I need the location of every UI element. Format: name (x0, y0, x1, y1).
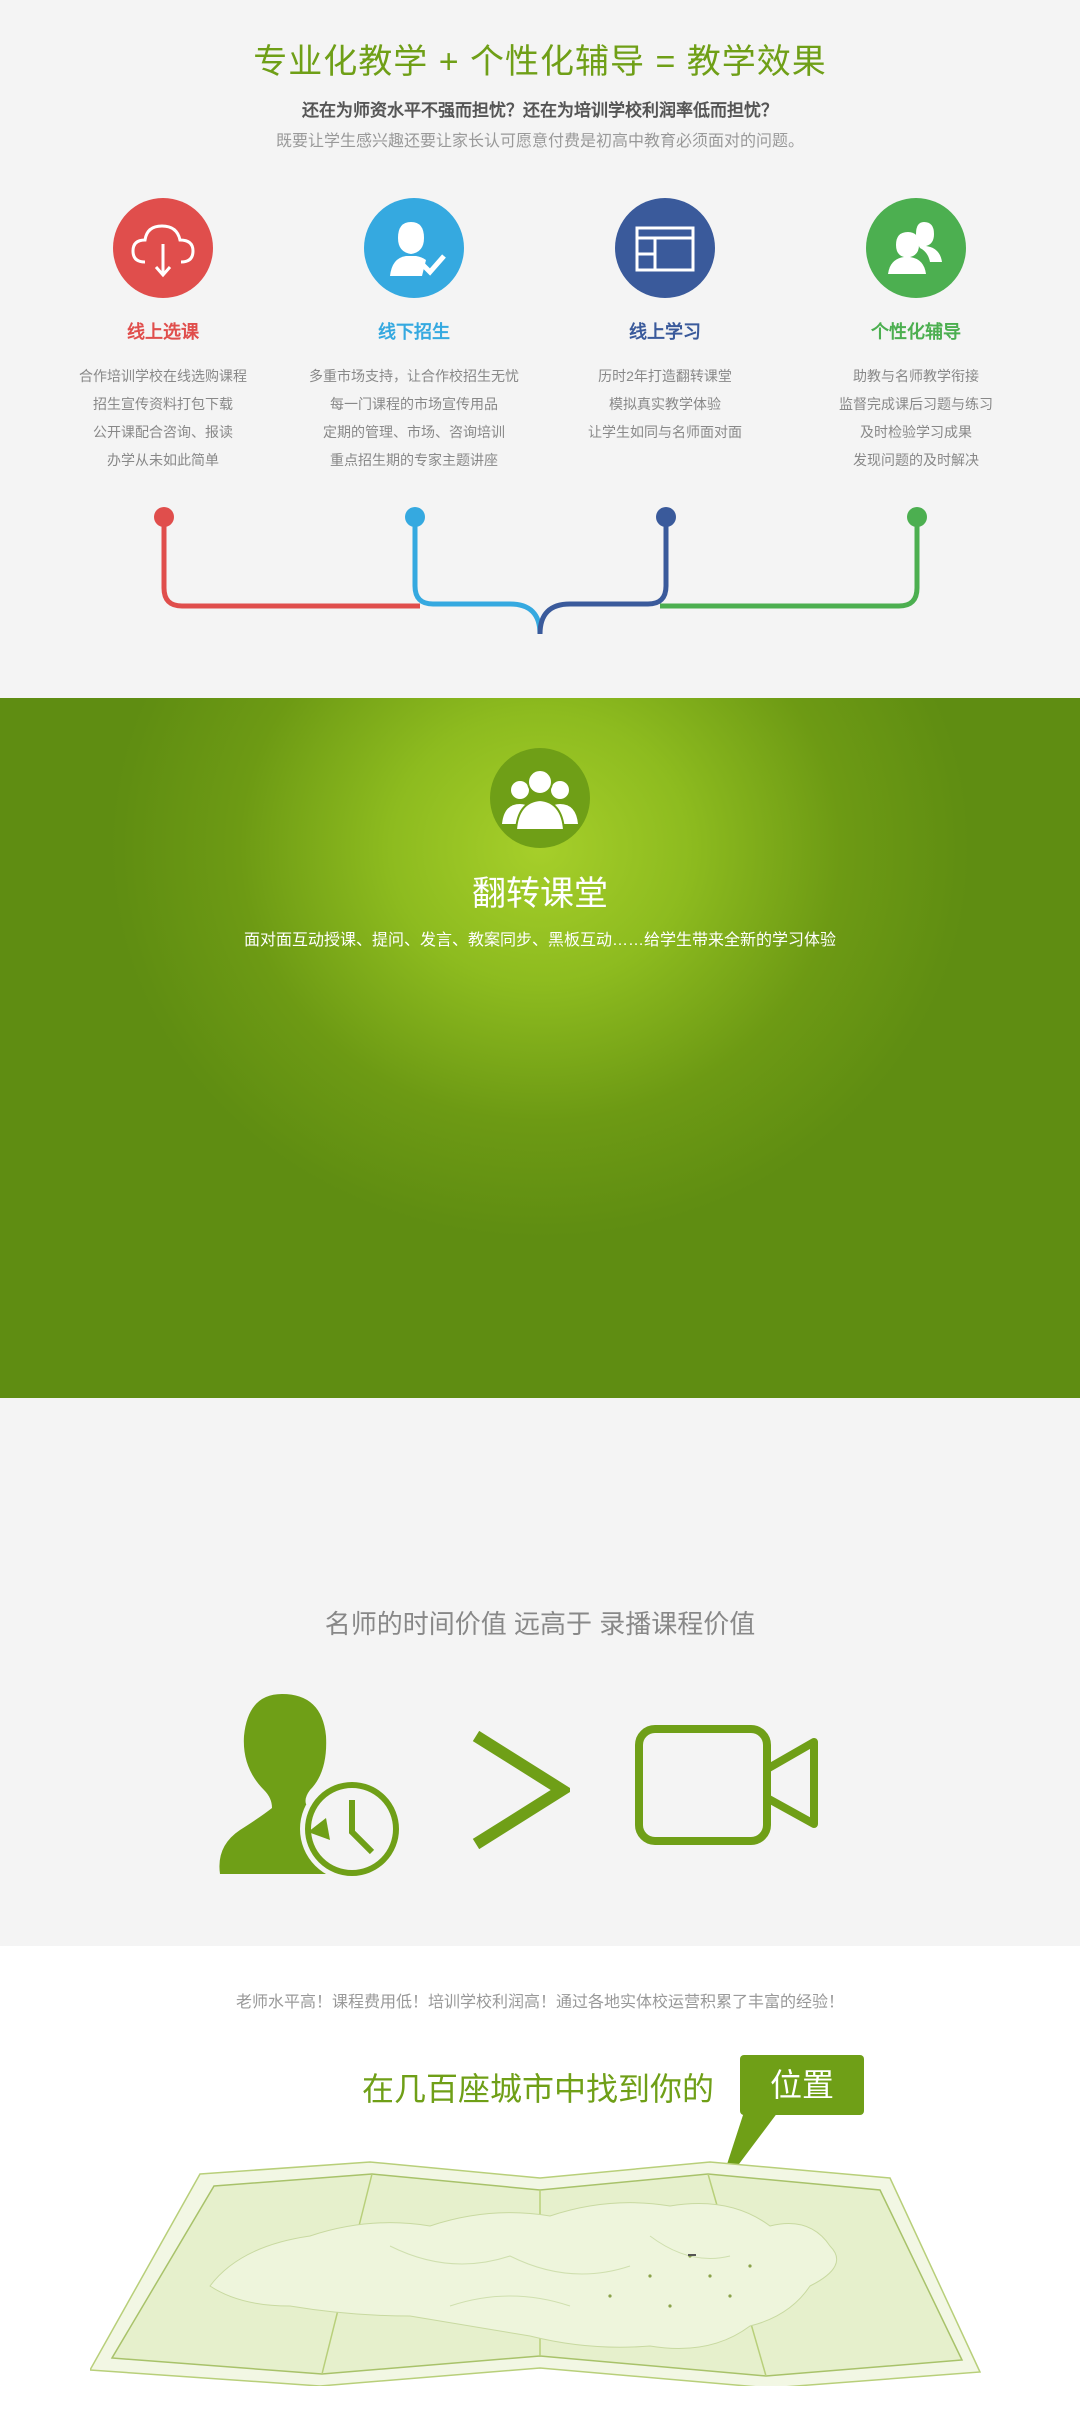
feature-offline-recruit: 线下招生 多重市场支持，让合作校招生无忧 每一门课程的市场宣传用品 定期的管理、… (284, 198, 544, 474)
feature-title: 个性化辅导 (871, 322, 961, 342)
feature-line: 合作培训学校在线选购课程 (79, 368, 247, 384)
feature-line: 监督完成课后习题与练习 (839, 396, 993, 412)
flipped-classroom-section: 翻转课堂 面对面互动授课、提问、发言、教案同步、黑板互动……给学生带来全新的学习… (0, 698, 1080, 1398)
location-bubble: 位置 (740, 2055, 864, 2115)
page-title: 专业化教学 + 个性化辅导 = 教学效果 (253, 43, 827, 81)
teacher-clock-icon (219, 1694, 404, 1881)
subtitle-question: 还在为师资水平不强而担忧？还在为培训学校利润率低而担忧？ (302, 101, 778, 120)
locations-headline: 在几百座城市中找到你的 (362, 2071, 715, 2107)
feature-line: 公开课配合咨询、报读 (93, 424, 233, 440)
user-check-icon (364, 198, 464, 298)
feature-line: 模拟真实教学体验 (609, 396, 721, 412)
feature-line: 招生宣传资料打包下载 (93, 396, 233, 412)
locations-section: 老师水平高！课程费用低！培训学校利润高！通过各地实体校运营积累了丰富的经验！ 在… (0, 1946, 1080, 2410)
feature-title: 线下招生 (378, 322, 450, 342)
feature-line: 助教与名师教学衔接 (853, 368, 979, 384)
flipped-classroom-description: 面对面互动授课、提问、发言、教案同步、黑板互动……给学生带来全新的学习体验 (243, 932, 836, 949)
feature-connector-lines (154, 507, 927, 760)
group-icon (490, 748, 590, 848)
china-map-icon (90, 2161, 982, 2386)
feature-line: 多重市场支持，让合作校招生无忧 (309, 368, 519, 384)
video-camera-icon (635, 1725, 818, 1845)
feature-online-study: 线上学习 历时2年打造翻转课堂 模拟真实教学体验 让学生如同与名师面对面 (535, 198, 795, 446)
feature-line: 每一门课程的市场宣传用品 (330, 396, 498, 412)
cloud-download-icon (113, 198, 213, 298)
greater-than-icon (472, 1730, 570, 1850)
feature-title: 线上学习 (629, 322, 701, 342)
feature-personal-tutoring: 个性化辅导 助教与名师教学衔接 监督完成课后习题与练习 及时检验学习成果 发现问… (786, 198, 1046, 474)
layout-window-icon (615, 198, 715, 298)
feature-online-course: 线上选课 合作培训学校在线选购课程 招生宣传资料打包下载 公开课配合咨询、报读 … (33, 198, 293, 474)
locations-description: 老师水平高！课程费用低！培训学校利润高！通过各地实体校运营积累了丰富的经验！ (235, 1994, 844, 2011)
feature-line: 定期的管理、市场、咨询培训 (323, 424, 505, 440)
users-icon (866, 198, 966, 298)
feature-line: 历时2年打造翻转课堂 (598, 368, 732, 384)
feature-line: 重点招生期的专家主题讲座 (330, 452, 498, 468)
teacher-value-title: 名师的时间价值 远高于 录播课程价值 (324, 1609, 756, 1639)
flipped-classroom-title: 翻转课堂 (472, 875, 608, 913)
features-section: 专业化教学 + 个性化辅导 = 教学效果 还在为师资水平不强而担忧？还在为培训学… (0, 0, 1080, 760)
teacher-value-section: 名师的时间价值 远高于 录播课程价值 (0, 1398, 1080, 1946)
subtitle-statement: 既要让学生感兴趣还要让家长认可愿意付费是初高中教育必须面对的问题。 (275, 133, 804, 150)
feature-title: 线上选课 (127, 322, 199, 342)
feature-line: 发现问题的及时解决 (853, 452, 979, 468)
feature-line: 办学从未如此简单 (107, 452, 219, 468)
feature-line: 及时检验学习成果 (860, 424, 972, 440)
feature-line: 让学生如同与名师面对面 (588, 424, 742, 440)
